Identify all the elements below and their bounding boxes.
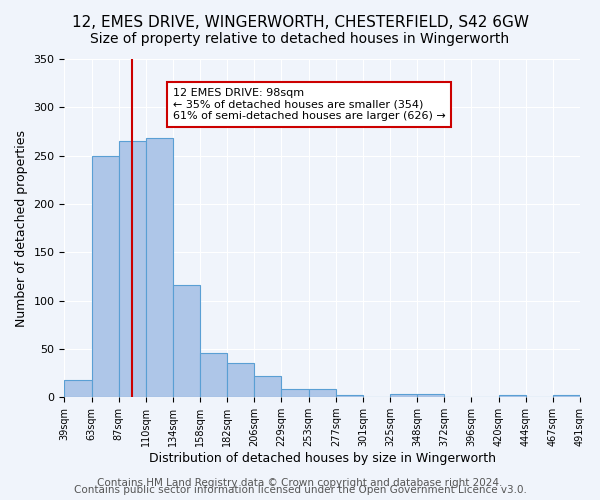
Bar: [308, 388, 336, 397]
Text: 12, EMES DRIVE, WINGERWORTH, CHESTERFIELD, S42 6GW: 12, EMES DRIVE, WINGERWORTH, CHESTERFIEL…: [71, 15, 529, 30]
Bar: [417, 394, 445, 397]
Bar: [64, 380, 92, 397]
Bar: [119, 141, 146, 397]
Y-axis label: Number of detached properties: Number of detached properties: [15, 130, 28, 326]
Bar: [146, 138, 173, 397]
Bar: [336, 396, 363, 397]
Bar: [254, 376, 281, 397]
Bar: [227, 364, 254, 397]
Bar: [173, 285, 200, 397]
Text: Contains HM Land Registry data © Crown copyright and database right 2024.: Contains HM Land Registry data © Crown c…: [97, 478, 503, 488]
Bar: [553, 396, 580, 397]
Bar: [390, 394, 417, 397]
X-axis label: Distribution of detached houses by size in Wingerworth: Distribution of detached houses by size …: [149, 452, 496, 465]
Bar: [499, 396, 526, 397]
Bar: [92, 156, 119, 397]
Text: Contains public sector information licensed under the Open Government Licence v3: Contains public sector information licen…: [74, 485, 526, 495]
Bar: [200, 353, 227, 397]
Text: 12 EMES DRIVE: 98sqm
← 35% of detached houses are smaller (354)
61% of semi-deta: 12 EMES DRIVE: 98sqm ← 35% of detached h…: [173, 88, 446, 121]
Bar: [281, 388, 308, 397]
Text: Size of property relative to detached houses in Wingerworth: Size of property relative to detached ho…: [91, 32, 509, 46]
